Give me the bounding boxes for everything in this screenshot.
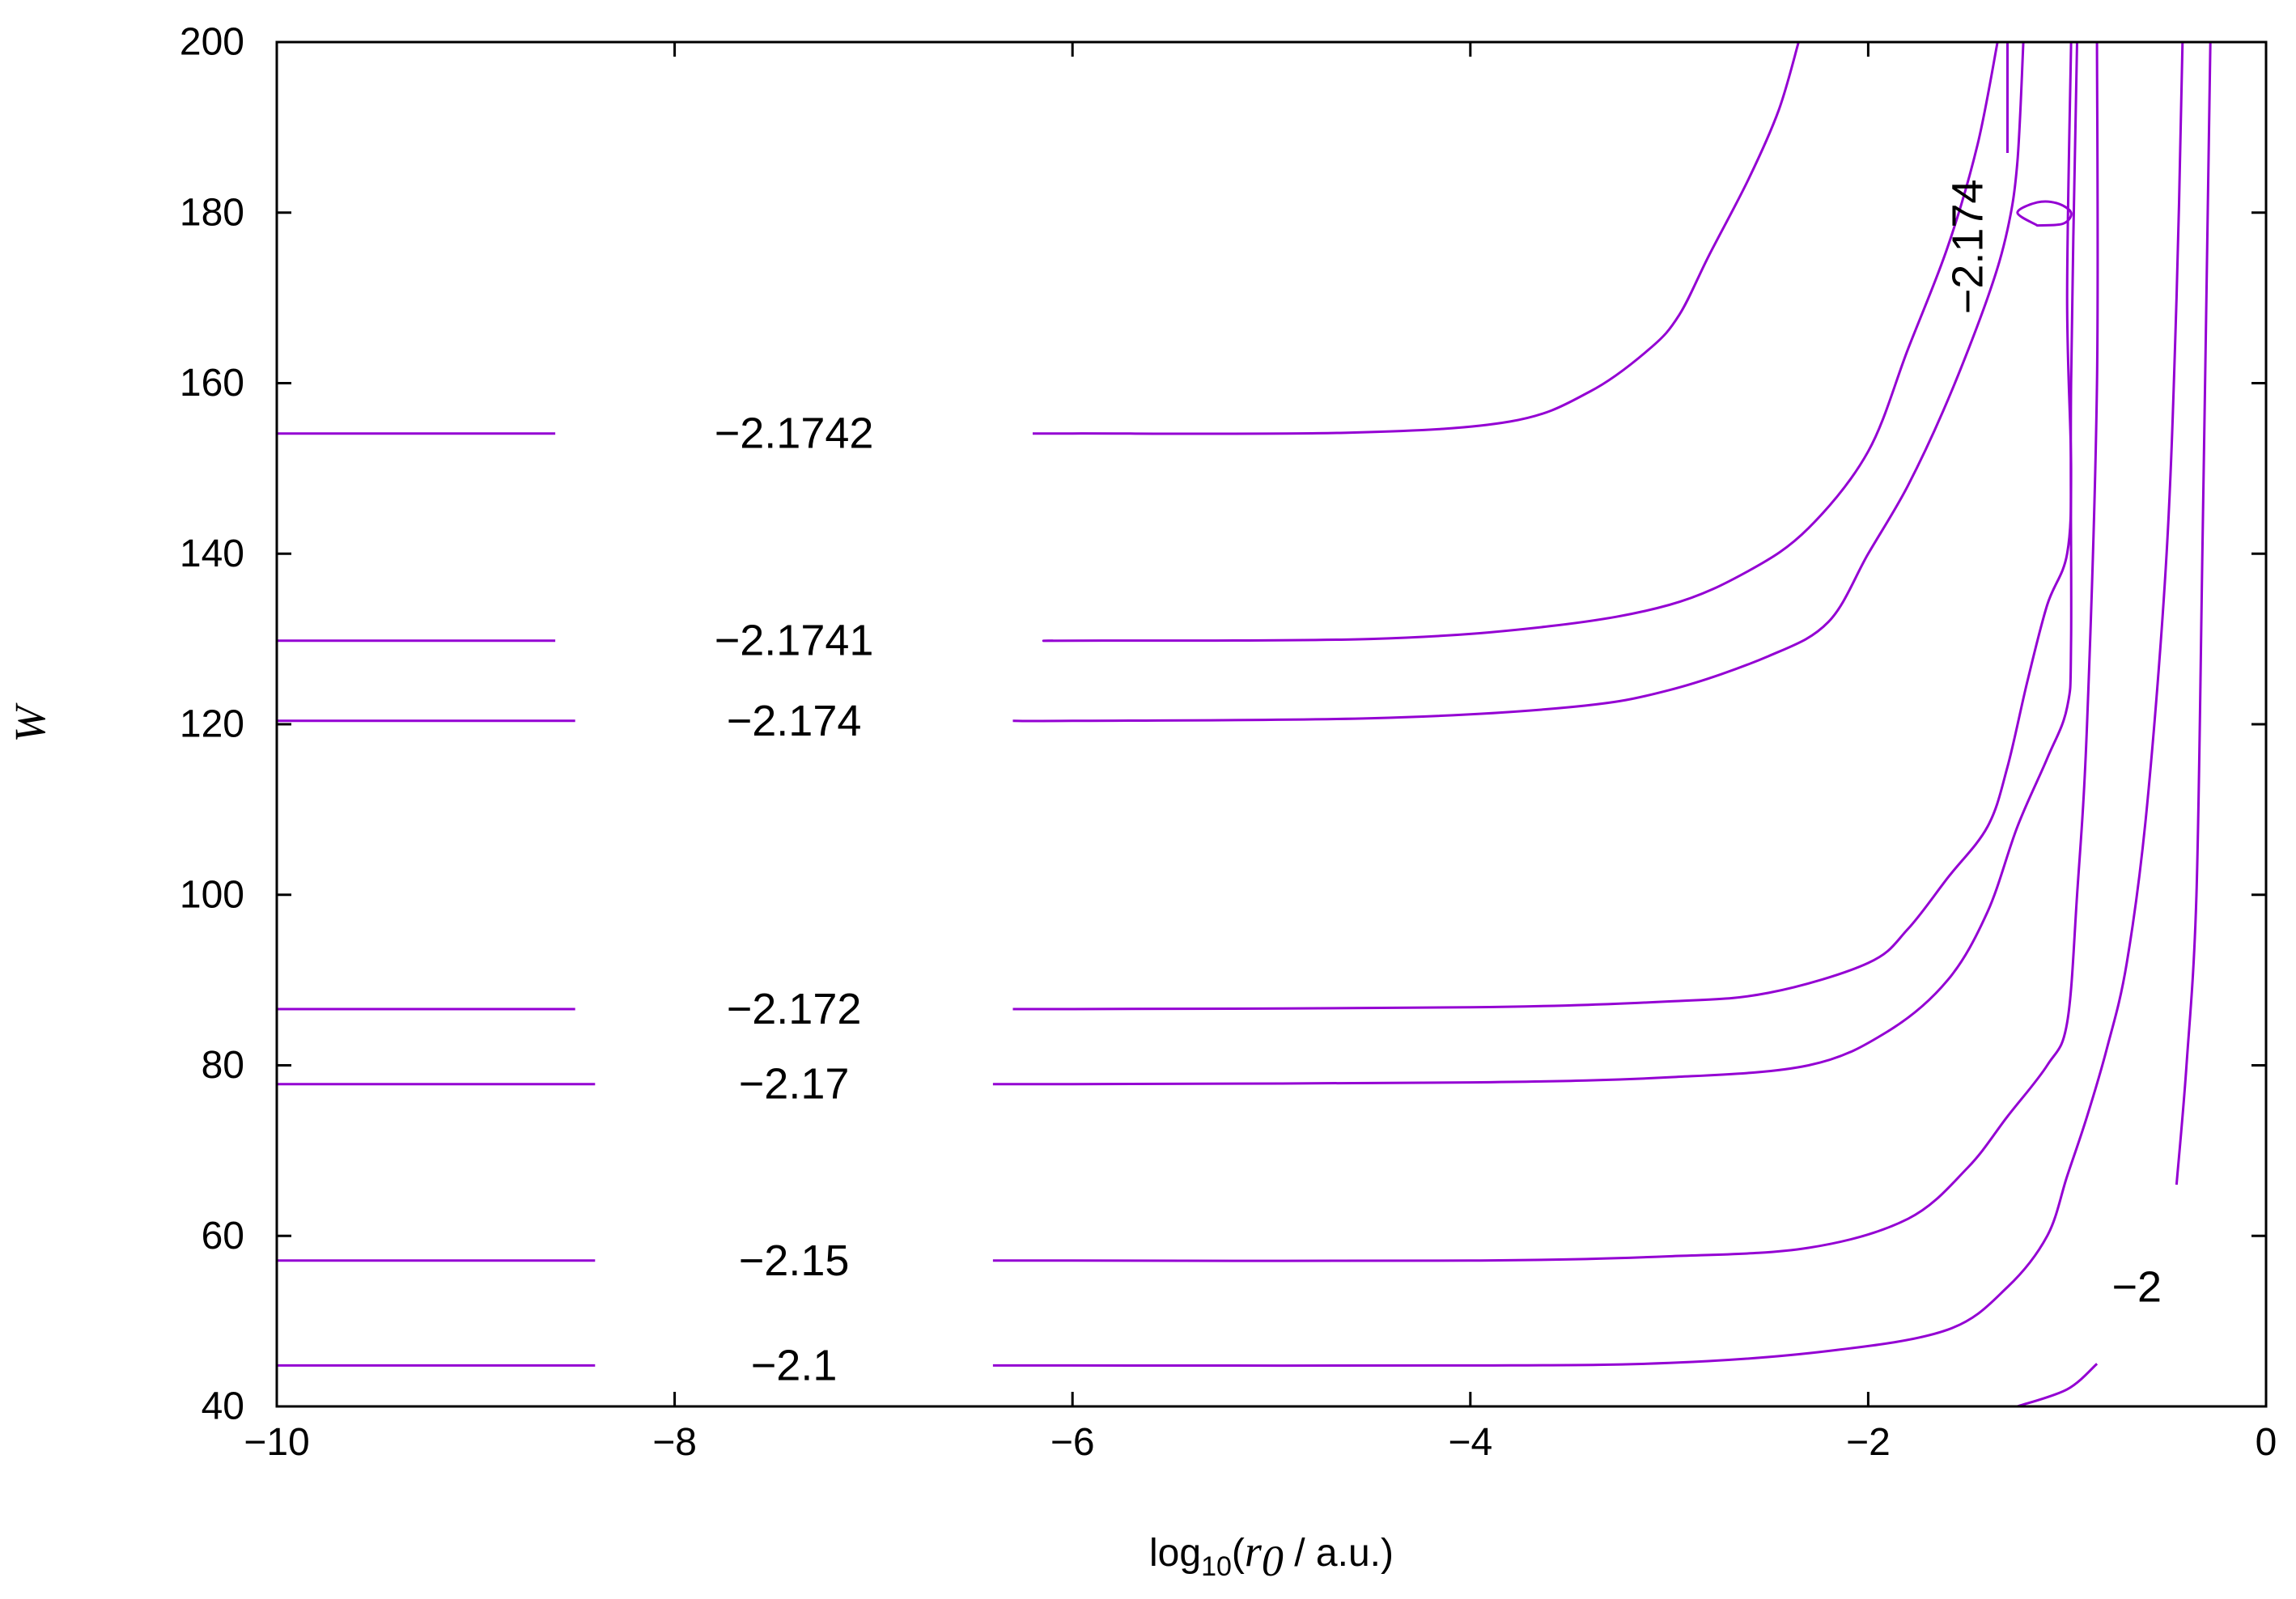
y-tick-label-7: 180 bbox=[180, 191, 244, 234]
x-axis-label: log10(r0 / a.u.) bbox=[1149, 1527, 1394, 1585]
y-tick-label-3: 100 bbox=[180, 873, 244, 916]
contour-line-8-seg-1 bbox=[992, 42, 2184, 1368]
contour-label-2: −2.174 bbox=[727, 697, 862, 745]
x-tick-label-2: −6 bbox=[1050, 1421, 1095, 1464]
contour-line-7-seg-1 bbox=[992, 42, 2099, 1262]
x-axis-ticks: −10 −8 −6 −4 −2 0 bbox=[244, 42, 2277, 1464]
x-axis-label-var: r bbox=[1245, 1527, 1263, 1576]
contour-line-9-seg-1 bbox=[2175, 42, 2212, 1185]
contour-label-8: −2.1 bbox=[751, 1341, 838, 1389]
contour-label-0: −2.1742 bbox=[715, 409, 874, 458]
y-tick-label-0: 40 bbox=[202, 1385, 244, 1428]
contour-line-4-seg-0 bbox=[2016, 200, 2073, 227]
contour-label-1: −2.1741 bbox=[715, 617, 874, 665]
contour-line-1-seg-1 bbox=[1042, 42, 1999, 643]
contour-label-7: −2.15 bbox=[739, 1236, 850, 1285]
contour-label-3: −2.174 bbox=[1943, 180, 1992, 315]
x-tick-label-1: −8 bbox=[652, 1421, 697, 1464]
contour-label-6: −2.17 bbox=[739, 1060, 850, 1109]
y-tick-label-4: 120 bbox=[180, 703, 244, 746]
contour-line-9-seg-0 bbox=[2017, 1363, 2099, 1406]
y-axis-label: W bbox=[6, 702, 54, 742]
y-tick-label-6: 160 bbox=[180, 362, 244, 405]
x-axis-label-sub: 10 bbox=[1201, 1551, 1232, 1582]
x-tick-label-4: −2 bbox=[1846, 1421, 1891, 1464]
y-axis-ticks: 40 60 80 100 120 140 160 180 200 bbox=[180, 21, 2266, 1428]
y-tick-label-5: 140 bbox=[180, 532, 244, 575]
x-tick-label-5: 0 bbox=[2256, 1421, 2277, 1464]
x-tick-label-0: −10 bbox=[244, 1421, 309, 1464]
y-tick-label-1: 60 bbox=[202, 1215, 244, 1258]
contour-lines bbox=[277, 42, 2212, 1406]
contour-line-2-seg-1 bbox=[1012, 42, 2025, 723]
x-axis-label-open: ( bbox=[1232, 1532, 1245, 1575]
contour-label-9: −2 bbox=[2111, 1262, 2162, 1311]
y-tick-label-8: 200 bbox=[180, 21, 244, 64]
x-axis-label-var-sub: 0 bbox=[1262, 1537, 1284, 1585]
contour-line-5-seg-1 bbox=[1012, 42, 2073, 1011]
contour-line-6-seg-1 bbox=[992, 42, 2078, 1086]
x-axis-label-prefix: log bbox=[1149, 1532, 1201, 1575]
contour-label-5: −2.172 bbox=[727, 985, 862, 1033]
x-tick-label-3: −4 bbox=[1448, 1421, 1492, 1464]
y-tick-label-2: 80 bbox=[202, 1044, 244, 1087]
contour-line-0-seg-1 bbox=[1032, 42, 1800, 435]
contour-labels: −2.1742 −2.1741 −2.174 −2.174 −2.172 −2.17 −2.… bbox=[715, 180, 2162, 1390]
x-axis-label-rest: / a.u.) bbox=[1284, 1532, 1394, 1575]
